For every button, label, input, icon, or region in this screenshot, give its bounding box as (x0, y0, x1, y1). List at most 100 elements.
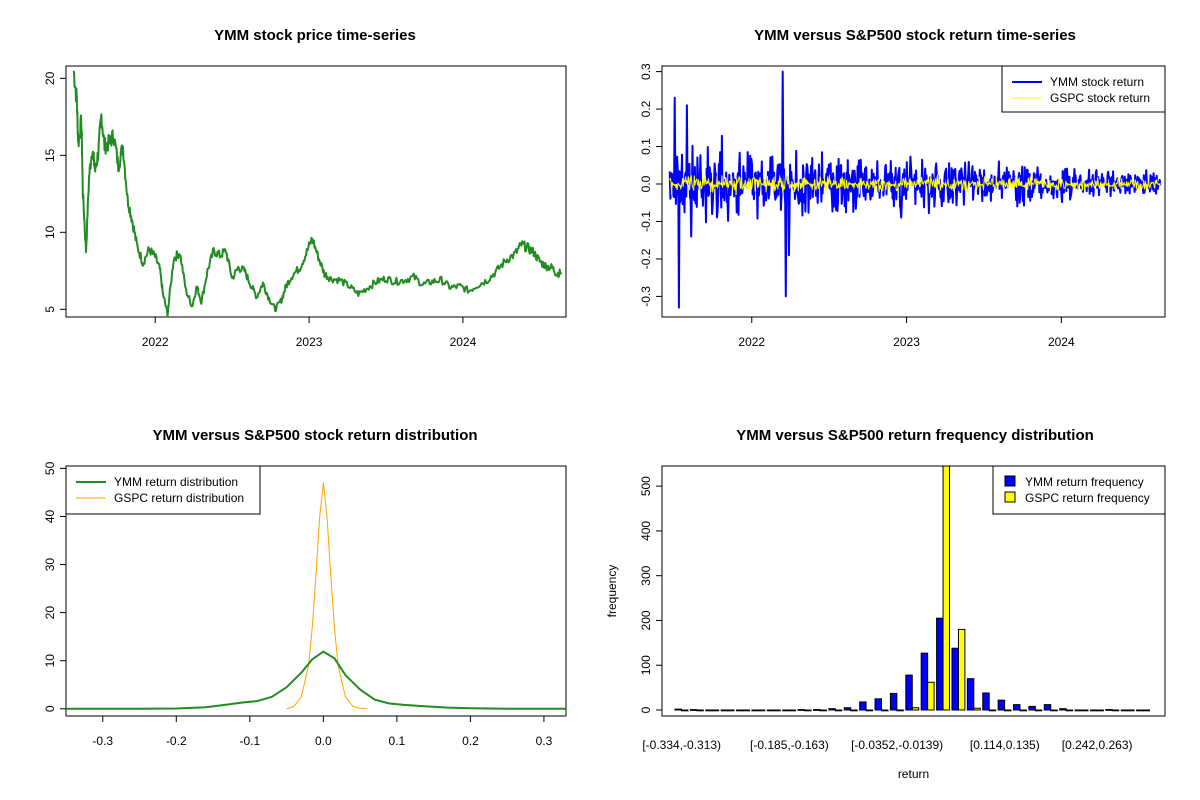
ymm-frequency-bar (1074, 709, 1083, 712)
x-tick-label-3-3: 0.0 (315, 734, 332, 748)
plot-frame-2 (661, 65, 1166, 318)
gspc-frequency-bar (773, 709, 781, 712)
ymm-price-line (72, 70, 563, 318)
ymm-frequency-bar (1043, 704, 1052, 711)
gspc-frequency-bar (804, 709, 812, 712)
y-tick-label-3-5: 50 (43, 461, 57, 475)
gspc-frequency-bar (1142, 709, 1151, 712)
return-legend-box (1001, 65, 1166, 113)
ymm-frequency-bar (951, 647, 959, 711)
chart-title-2: YMM versus S&P500 stock return time-seri… (754, 27, 1076, 44)
gspc-frequency-bar (1065, 709, 1074, 712)
return-legend-label-1: GSPC stock return (1050, 91, 1150, 105)
x-tick-label-3-4: 0.1 (389, 734, 406, 748)
y-tick-label-4-3: 300 (639, 565, 653, 585)
frequency-legend-swatch-0 (1004, 475, 1016, 487)
y-tick-label-2-3: 0.0 (639, 175, 653, 192)
gspc-frequency-bar (1034, 709, 1043, 712)
gspc-frequency-bar (1050, 709, 1058, 712)
ymm-frequency-bar (966, 678, 975, 711)
x-category-label-2: [-0.0352,-0.0139) (851, 738, 943, 752)
chart-title-3: YMM versus S&P500 stock return distribut… (152, 427, 477, 444)
x-axis-label-4: return (898, 767, 929, 781)
ymm-frequency-bar (1013, 704, 1021, 711)
y-tick-label-2-4: 0.1 (639, 138, 653, 155)
gspc-frequency-bar (896, 709, 904, 712)
ymm-frequency-bar (689, 709, 698, 711)
gspc-frequency-bar (911, 707, 920, 711)
y-tick-label-2-5: 0.2 (639, 100, 653, 117)
gspc-frequency-bar (711, 709, 720, 712)
ymm-frequency-bar (782, 709, 790, 712)
chart-title-1: YMM stock price time-series (214, 27, 416, 44)
ymm-frequency-bar (1059, 708, 1067, 711)
y-tick-label-2-2: -0.1 (639, 211, 653, 232)
x-tick-label-3-1: -0.2 (166, 734, 187, 748)
y-tick-label-1-1: 10 (43, 225, 57, 239)
plot-frame-3 (65, 465, 567, 717)
x-tick-label-1-1: 2023 (296, 335, 323, 349)
gspc-frequency-bar (696, 709, 704, 712)
x-tick-label-1-2: 2024 (450, 335, 477, 349)
gspc-frequency-bar (880, 709, 889, 712)
frequency-legend-box (992, 465, 1166, 515)
gspc-frequency-bar (957, 628, 966, 711)
y-tick-label-2-6: 0.3 (639, 63, 653, 80)
gspc-density-line (286, 482, 368, 710)
ymm-frequency-bar (828, 708, 836, 711)
y-tick-label-2-0: -0.3 (639, 286, 653, 307)
gspc-frequency-bar (742, 709, 750, 712)
y-tick-label-4-2: 200 (639, 610, 653, 630)
ymm-frequency-bar (751, 709, 759, 712)
ymm-frequency-bar (1105, 709, 1113, 711)
density-legend-box (65, 465, 261, 515)
ymm-frequency-bar (997, 699, 1006, 711)
x-tick-label-2-2: 2024 (1048, 335, 1075, 349)
x-tick-label-2-1: 2023 (893, 335, 920, 349)
ymm-frequency-bar (797, 709, 806, 711)
gspc-frequency-bar (1004, 709, 1012, 712)
x-category-label-0: [-0.334,-0.313) (642, 738, 721, 752)
y-tick-label-3-2: 20 (43, 606, 57, 620)
density-legend-label-1: GSPC return distribution (114, 491, 244, 505)
ymm-frequency-bar (889, 692, 898, 711)
gspc-frequency-bar (1019, 709, 1027, 712)
plot-frame-1 (65, 65, 567, 318)
gspc-frequency-bar (1111, 709, 1120, 712)
y-tick-label-1-0: 5 (43, 306, 57, 313)
ymm-frequency-bar (982, 692, 990, 711)
chart-title-4: YMM versus S&P500 return frequency distr… (736, 427, 1094, 444)
ymm-frequency-bar (843, 707, 852, 711)
gspc-frequency-bar (757, 709, 766, 712)
gspc-frequency-bar (680, 709, 689, 712)
y-tick-label-4-5: 500 (639, 476, 653, 496)
gspc-return-line (669, 174, 1161, 196)
x-tick-label-3-2: -0.1 (239, 734, 260, 748)
gspc-frequency-bar (1096, 709, 1104, 712)
gspc-frequency-bar (973, 707, 981, 711)
ymm-frequency-bar (874, 698, 882, 711)
y-axis-label-4: frequency (605, 565, 619, 618)
gspc-frequency-bar (1127, 709, 1135, 712)
ymm-frequency-bar (766, 709, 775, 712)
y-tick-label-4-4: 400 (639, 521, 653, 541)
ymm-frequency-bar (705, 709, 713, 712)
ymm-frequency-bar (859, 701, 867, 711)
density-legend-label-0: YMM return distribution (114, 475, 238, 489)
x-tick-label-1-0: 2022 (142, 335, 169, 349)
ymm-frequency-bar (1089, 709, 1098, 712)
x-tick-label-2-0: 2022 (738, 335, 765, 349)
x-category-label-4: [0.242,0.263) (1062, 738, 1133, 752)
ymm-frequency-bar (736, 709, 744, 712)
gspc-frequency-bar (850, 709, 858, 712)
ymm-frequency-bar (920, 652, 929, 711)
x-category-label-3: [0.114,0.135) (970, 738, 1040, 752)
frequency-legend-label-0: YMM return frequency (1025, 475, 1144, 489)
y-tick-label-3-4: 40 (43, 509, 57, 523)
y-tick-label-2-1: -0.2 (639, 248, 653, 269)
ymm-frequency-bar (1028, 705, 1036, 711)
gspc-frequency-bar (988, 709, 997, 712)
gspc-frequency-bar (865, 709, 874, 712)
y-tick-label-4-0: 0 (639, 706, 653, 713)
